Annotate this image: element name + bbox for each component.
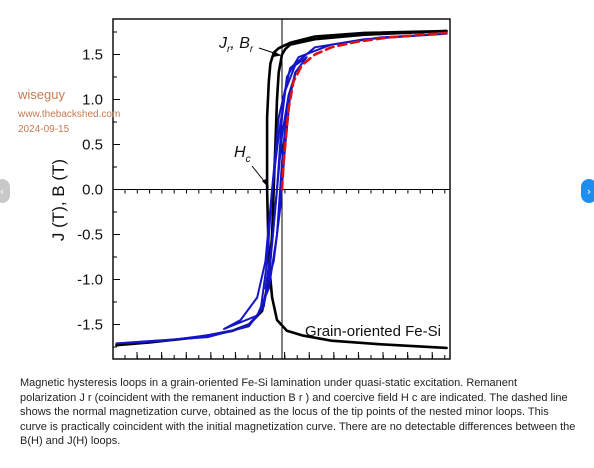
y-axis-label: J (T), B (T) (49, 159, 68, 241)
watermark-date: 2024-09-15 (18, 124, 70, 135)
normal-magnetization-curve (280, 31, 448, 191)
y-tick-label: 0.0 (82, 182, 103, 199)
chart-plot-area: -1.5 -1.0 -0.5 0.0 0.5 1.0 1.5 J (T), B (T) Grai… (49, 18, 451, 360)
watermark-username: wiseguy (18, 87, 65, 102)
y-tick-label: -1.5 (77, 317, 103, 334)
coercive-label: Hc (234, 144, 251, 165)
y-tick-label: 1.5 (82, 47, 103, 64)
remanence-label: Jr, Br (218, 35, 254, 55)
chevron-right-icon: › (586, 184, 592, 198)
watermark-site: www.thebackshed.com (18, 109, 121, 120)
figure-caption: Magnetic hysteresis loops in a grain-ori… (20, 377, 576, 448)
next-image-button[interactable]: › (581, 179, 594, 203)
minor-loop-series (264, 73, 297, 290)
hysteresis-figure: -1.5 -1.0 -0.5 0.0 0.5 1.0 1.5 J (T), B (T) Grai… (49, 18, 451, 360)
y-tick-label: 1.0 (82, 92, 103, 109)
y-tick-label: -1.0 (77, 272, 103, 289)
y-tick-label: -0.5 (77, 227, 103, 244)
chart-annotation: Grain-oriented Fe-Si (305, 323, 441, 340)
chevron-left-icon: ‹ (0, 184, 5, 198)
remanence-arrowhead (273, 51, 281, 57)
previous-image-button[interactable]: ‹ (0, 179, 10, 203)
coercive-arrowhead (262, 179, 269, 188)
y-tick-label: 0.5 (82, 137, 103, 154)
